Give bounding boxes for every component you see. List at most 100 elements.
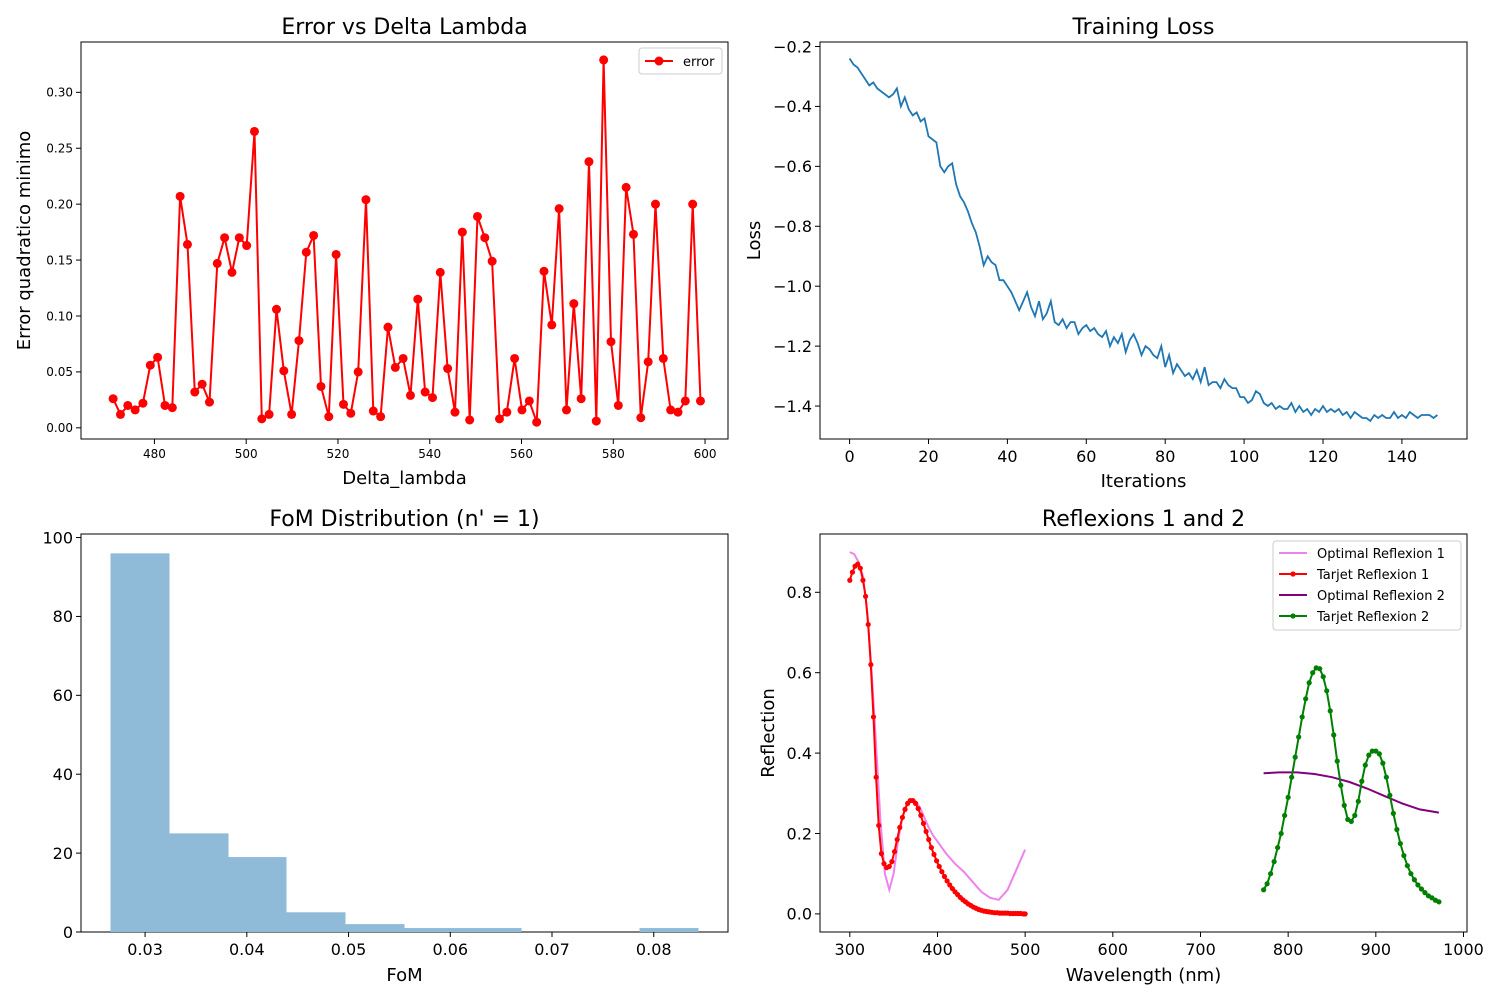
data-point (539, 266, 549, 276)
data-point (1387, 792, 1393, 798)
y-tick-label: −0.6 (773, 157, 812, 176)
data-point (554, 204, 564, 214)
data-point (1411, 877, 1417, 883)
data-point (264, 409, 274, 419)
data-point (1380, 760, 1386, 766)
y-tick-label: 40 (53, 765, 73, 784)
data-point (1390, 810, 1396, 817)
y-tick-label: 0.15 (46, 253, 73, 267)
data-point (427, 393, 437, 403)
data-point (1338, 782, 1344, 788)
data-point (928, 844, 934, 851)
data-point (465, 415, 475, 425)
histogram-bar (639, 928, 699, 932)
x-tick-label: 0.05 (331, 940, 367, 959)
data-point (1275, 844, 1281, 851)
data-point (242, 241, 252, 251)
data-point (167, 403, 177, 413)
x-tick-label: 40 (997, 447, 1017, 466)
panel-reflexions: Reflexions 1 and 2 300 400 500 600 700 800 900… (758, 507, 1484, 986)
plot-area (819, 41, 1468, 440)
legend-label-0: Optimal Reflexion 1 (1317, 547, 1445, 562)
y-tick-label: 60 (53, 686, 73, 705)
data-point (309, 230, 319, 240)
data-point (918, 812, 924, 819)
y-tick-label: 0.0 (787, 905, 812, 924)
data-point (1352, 812, 1358, 819)
data-point (1303, 696, 1309, 702)
legend-marker-error (654, 56, 664, 66)
data-point (532, 417, 542, 427)
y-tick-label: −0.4 (773, 97, 812, 116)
data-point (405, 390, 415, 400)
x-tick-label: 480 (143, 447, 166, 461)
legend-label-1: Tarjet Reflexion 1 (1316, 568, 1429, 583)
chart-title: Training Loss (1071, 15, 1214, 40)
data-point (613, 400, 623, 410)
legend-label-2: Optimal Reflexion 2 (1317, 589, 1445, 604)
axis-ticks: 480 500 520 540 560 580 600 0.00 0.05 0.10 0.15 0.2… (46, 86, 716, 461)
data-point (1415, 882, 1421, 888)
data-point (182, 239, 192, 249)
data-point (494, 414, 504, 424)
panel-training-loss: Training Loss 0 20 40 60 80 100 120 140 −1.4 −1.2… (744, 15, 1468, 492)
data-point (926, 836, 932, 843)
x-axis-label: Wavelength (nm) (1066, 965, 1222, 986)
data-point (561, 405, 571, 415)
data-point (1383, 774, 1389, 780)
data-point (227, 267, 237, 277)
x-tick-label: 0.04 (229, 940, 265, 959)
data-point (658, 353, 668, 363)
data-point (889, 859, 895, 865)
x-tick-label: 580 (602, 447, 625, 461)
data-point (1355, 798, 1361, 804)
x-tick-label: 0 (844, 447, 854, 466)
legend-frame (1272, 540, 1462, 631)
data-point (123, 400, 133, 410)
data-point (1292, 754, 1298, 760)
histogram-bar (110, 553, 170, 932)
axis-ticks: 0.03 0.04 0.05 0.06 0.07 0.08 0 20 40 60 80 100 (42, 528, 671, 959)
data-point (628, 229, 638, 239)
x-tick-label: 300 (835, 940, 866, 959)
data-point (234, 233, 244, 243)
histogram-bar (169, 833, 229, 932)
data-point (175, 191, 185, 201)
data-marks (110, 553, 699, 932)
data-point (510, 353, 520, 363)
data-point (1320, 674, 1326, 680)
y-axis-label: Loss (744, 221, 765, 260)
data-point (138, 398, 148, 408)
data-point (420, 387, 430, 397)
chart-title: Error vs Delta Lambda (281, 15, 527, 40)
data-point (413, 294, 423, 304)
x-tick-label: 0.08 (636, 940, 672, 959)
data-point (1362, 762, 1368, 768)
histogram-bar (345, 924, 405, 932)
axis-ticks: 0 20 40 60 80 100 120 140 −1.4 −1.2 −1.0 −0.8 −0.6 −0… (773, 37, 1417, 466)
x-tick-label: 120 (1308, 447, 1339, 466)
x-tick-label: 100 (1229, 447, 1260, 466)
x-tick-label: 500 (235, 447, 258, 461)
y-tick-label: 80 (53, 607, 73, 626)
data-point (860, 577, 866, 583)
data-point (680, 396, 690, 406)
data-point (876, 822, 882, 829)
y-tick-label: 0.20 (46, 197, 73, 211)
data-point (643, 357, 653, 367)
legend-frame (638, 47, 723, 75)
data-point (891, 848, 898, 855)
data-point (1296, 734, 1302, 740)
data-point (673, 407, 683, 417)
y-tick-label: −0.2 (773, 37, 812, 56)
data-point (115, 409, 125, 419)
data-point (894, 836, 900, 843)
data-point (197, 379, 207, 389)
data-point (944, 878, 950, 884)
x-tick-label: 700 (1185, 940, 1216, 959)
data-point (1348, 818, 1354, 825)
data-point (331, 249, 341, 259)
legend-label-error: error (683, 55, 715, 70)
data-point (190, 387, 200, 397)
